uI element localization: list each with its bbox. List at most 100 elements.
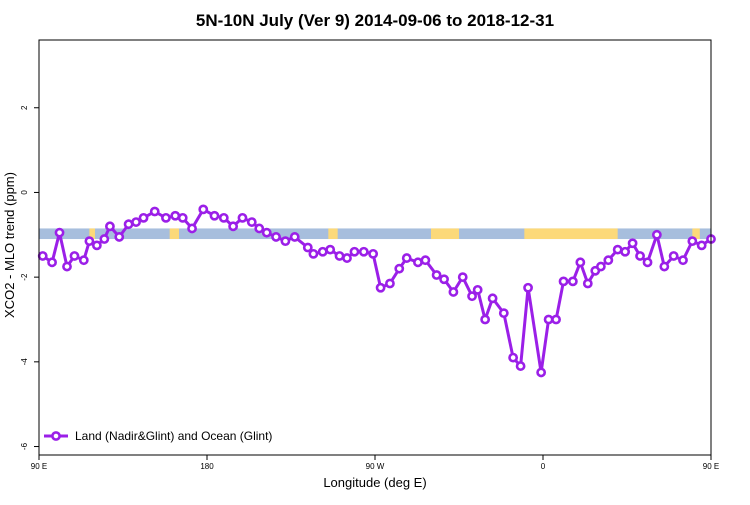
chart-title: 5N-10N July (Ver 9) 2014-09-06 to 2018-1…: [196, 11, 554, 30]
data-point-59: [551, 314, 561, 325]
x-axis: 90 E 180 90 W 0 90 E: [31, 455, 719, 471]
data-point-27: [271, 232, 281, 242]
data-point-3: [62, 261, 72, 272]
data-point-26: [261, 227, 272, 238]
data-point-47: [448, 287, 459, 297]
data-point-22: [228, 221, 239, 232]
data-point-61: [567, 276, 578, 287]
data-point-48: [457, 272, 468, 283]
data-point-31: [308, 248, 319, 259]
y-tick-label-1: 0: [20, 190, 29, 195]
plot-frame: [38, 39, 712, 456]
data-point-7: [91, 240, 102, 251]
map-strip: [39, 228, 711, 240]
data-point-68: [620, 246, 631, 257]
data-point-4: [69, 251, 80, 261]
data-point-24: [246, 217, 257, 227]
data-point-53: [498, 308, 509, 319]
data-point-37: [358, 246, 369, 257]
legend: Land (Nadir&Glint) and Ocean (Glint): [44, 429, 272, 443]
data-point-16: [170, 210, 181, 221]
data-point-52: [487, 293, 498, 304]
data-point-23: [237, 212, 248, 223]
data-point-13: [138, 212, 149, 223]
data-point-20: [209, 210, 220, 221]
land-patch-4: [524, 228, 618, 240]
land-patch-0: [89, 228, 95, 240]
y-tick-label-3: -4: [20, 358, 29, 366]
data-point-44: [420, 255, 431, 266]
land-patch-2: [328, 228, 338, 240]
data-point-60: [558, 276, 569, 287]
data-point-36: [349, 246, 360, 257]
y-axis-label: XCO2 - MLO trend (ppm): [2, 172, 17, 318]
data-point-63: [582, 278, 593, 289]
data-point-40: [385, 278, 395, 289]
x-tick-label-0: 90 E: [31, 462, 47, 471]
data-point-9: [105, 221, 115, 232]
data-point-57: [536, 367, 547, 378]
y-tick-label-4: -6: [20, 442, 29, 450]
x-tick-label-2: 90 W: [366, 462, 385, 471]
data-point-5: [78, 255, 89, 266]
data-point-18: [187, 223, 197, 234]
data-point-55: [515, 361, 526, 371]
y-tick-label-0: 2: [20, 105, 29, 110]
data-point-34: [334, 251, 345, 261]
data-point-12: [131, 217, 141, 227]
data-point-66: [603, 255, 614, 266]
data-point-41: [394, 263, 405, 274]
data-point-10: [114, 232, 125, 242]
data-point-43: [413, 257, 423, 268]
x-tick-label-4: 90 E: [703, 462, 719, 471]
data-point-2: [54, 227, 65, 238]
data-point-25: [254, 223, 265, 234]
data-point-14: [149, 206, 160, 217]
data-point-56: [523, 282, 533, 293]
data-point-15: [161, 212, 171, 223]
land-patch-3: [431, 228, 459, 240]
x-tick-label-3: 0: [541, 462, 546, 471]
land-patch-5: [692, 228, 700, 240]
data-point-58: [543, 314, 554, 325]
data-point-0: [37, 251, 48, 261]
data-point-35: [342, 253, 352, 263]
data-point-30: [302, 242, 313, 253]
data-point-70: [635, 251, 645, 261]
data-point-17: [177, 212, 188, 223]
data-point-29: [289, 232, 300, 242]
data-point-65: [595, 261, 606, 272]
data-point-77: [696, 240, 707, 251]
data-point-38: [368, 248, 379, 259]
data-point-45: [431, 270, 442, 280]
legend-entry-label: Land (Nadir&Glint) and Ocean (Glint): [75, 429, 272, 443]
data-point-72: [651, 229, 662, 240]
data-point-28: [280, 236, 291, 247]
data-point-6: [84, 236, 95, 247]
data-point-11: [123, 219, 134, 230]
data-point-71: [642, 257, 653, 268]
data-point-1: [47, 257, 57, 268]
data-point-49: [467, 291, 477, 302]
data-point-8: [99, 234, 110, 244]
data-point-50: [472, 284, 483, 295]
x-tick-label-1: 180: [200, 462, 214, 471]
land-patch-1: [169, 228, 179, 240]
data-point-19: [198, 204, 209, 215]
data-point-75: [678, 255, 688, 266]
data-point-76: [687, 236, 698, 247]
data-point-73: [659, 261, 670, 272]
data-point-39: [375, 282, 386, 293]
data-point-51: [480, 314, 491, 325]
data-point-46: [439, 274, 449, 285]
data-point-32: [317, 246, 328, 257]
ocean-band: [39, 228, 711, 240]
y-tick-label-2: -2: [20, 273, 29, 281]
data-point-69: [627, 238, 638, 249]
data-point-67: [612, 244, 623, 255]
data-point-54: [508, 352, 519, 363]
x-axis-label: Longitude (deg E): [323, 475, 426, 490]
data-point-21: [218, 212, 229, 223]
